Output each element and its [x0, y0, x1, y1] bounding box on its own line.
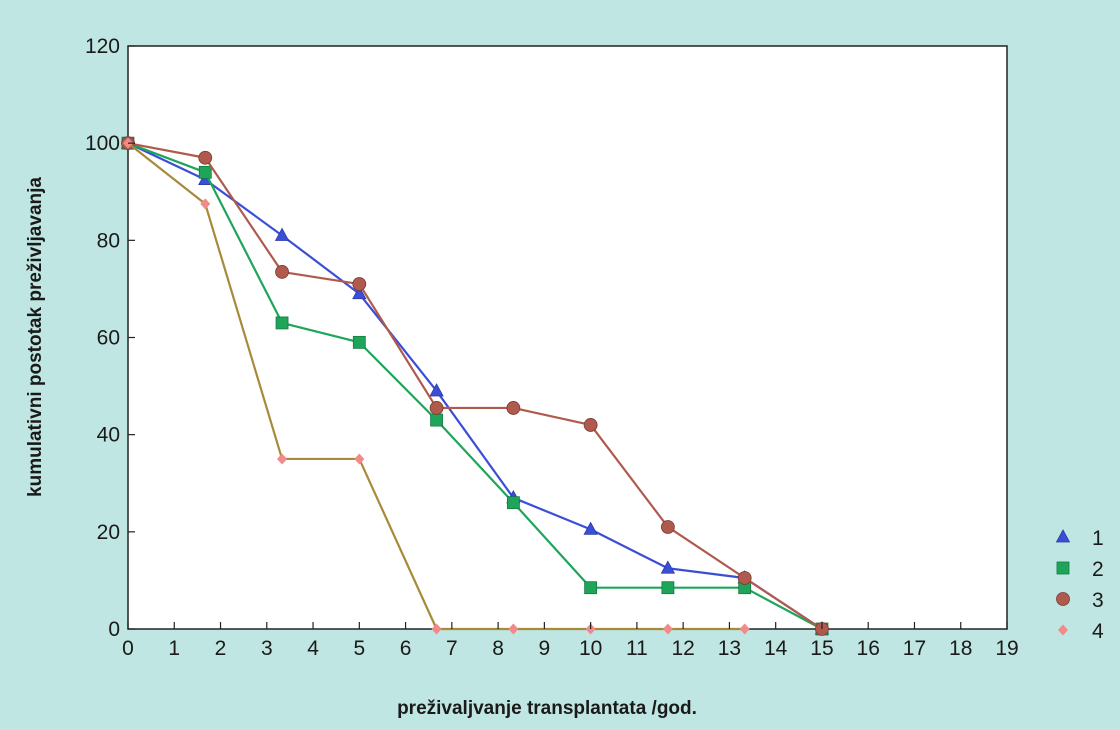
legend-label-2: 2 — [1092, 558, 1104, 581]
data-point — [352, 335, 366, 349]
x-tick-label: 1 — [168, 637, 180, 660]
x-tick-label: 10 — [579, 637, 602, 660]
y-axis-title: kumulativni postotak preživljavanja — [25, 177, 46, 497]
data-point — [506, 401, 521, 415]
data-point — [429, 401, 444, 415]
x-tick-label: 2 — [215, 637, 227, 660]
x-tick-label: 14 — [764, 637, 788, 660]
legend-label-4: 4 — [1092, 620, 1104, 643]
data-point — [274, 227, 290, 241]
plot-area — [127, 45, 1008, 630]
legend-marker-2 — [1056, 561, 1070, 575]
data-point — [737, 571, 752, 585]
data-point — [660, 560, 676, 574]
x-tick-label: 13 — [718, 637, 741, 660]
data-point — [508, 623, 519, 635]
data-point — [583, 521, 598, 535]
x-tick-label: 8 — [492, 637, 504, 660]
x-tick-label: 6 — [400, 637, 412, 660]
series-line-2 — [127, 142, 823, 630]
legend-label-1: 1 — [1092, 527, 1104, 550]
legend: 1 2 3 4 — [1055, 527, 1104, 643]
x-tick-label: 16 — [857, 637, 880, 660]
x-tick-label: 5 — [353, 637, 365, 660]
series-3 — [121, 136, 829, 636]
data-point — [506, 496, 520, 510]
x-tick-label: 15 — [810, 637, 833, 660]
data-point — [583, 418, 598, 432]
x-tick-label: 9 — [539, 637, 551, 660]
x-tick-label: 7 — [446, 637, 458, 660]
data-point — [661, 581, 675, 595]
axis-layer: 0 1 2 3 4 5 6 7 8 9 10 11 12 13 14 15 16 17 18 190204060801… — [85, 35, 1019, 660]
x-tick-label: 17 — [903, 637, 926, 660]
data-point — [739, 623, 750, 635]
y-tick-label: 80 — [97, 229, 120, 252]
legend-marker-3 — [1056, 592, 1070, 606]
y-tick-label: 120 — [85, 35, 120, 58]
legend-marker-1 — [1055, 529, 1071, 543]
data-point — [352, 277, 367, 291]
x-tick-label: 0 — [122, 637, 134, 660]
y-tick-label: 100 — [85, 132, 120, 155]
x-tick-label: 11 — [626, 637, 648, 660]
y-tick-label: 60 — [97, 327, 120, 350]
y-tick-label: 40 — [97, 424, 120, 447]
data-point — [431, 623, 442, 635]
x-tick-label: 3 — [261, 637, 273, 660]
x-tick-label: 18 — [949, 637, 972, 660]
data-point — [660, 520, 675, 534]
data-point — [275, 265, 289, 279]
data-point — [584, 581, 598, 595]
legend-marker-4 — [1058, 624, 1068, 636]
series-line-1 — [127, 142, 823, 630]
x-tick-label: 4 — [307, 637, 319, 660]
y-tick-label: 20 — [97, 521, 120, 544]
data-point — [198, 150, 213, 165]
data-point — [275, 316, 289, 330]
x-tick-label: 12 — [671, 637, 694, 660]
data-point — [429, 383, 444, 397]
data-point — [354, 453, 365, 465]
data-point — [352, 285, 367, 300]
x-axis-title: preživaljvanje transplantata /god. — [397, 698, 697, 719]
legend-label-3: 3 — [1092, 589, 1104, 612]
data-point — [200, 198, 211, 210]
data-point — [277, 453, 288, 465]
series-line-3 — [127, 142, 823, 630]
data-point — [430, 413, 443, 427]
x-tick-label: 19 — [995, 637, 1018, 660]
y-tick-label: 0 — [108, 618, 120, 641]
data-point — [198, 165, 212, 179]
data-point — [662, 623, 673, 635]
series-layer — [120, 135, 830, 636]
